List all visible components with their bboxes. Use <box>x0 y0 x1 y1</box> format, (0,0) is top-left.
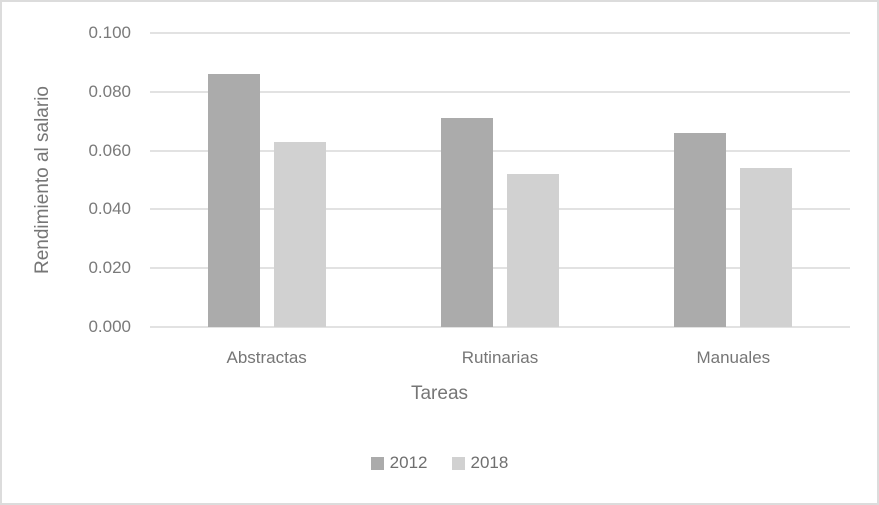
y-tick-label: 0.020 <box>88 258 131 278</box>
legend-item-2012: 2012 <box>370 453 428 473</box>
gridline <box>150 326 850 328</box>
bar-group-manuales <box>617 33 850 327</box>
gridline <box>150 149 850 152</box>
bar-2012-rutinarias <box>440 118 493 327</box>
bar-2018-manuales <box>740 168 793 327</box>
bar-2018-abstractas <box>273 141 326 327</box>
bar-group-rutinarias <box>383 33 616 327</box>
bar-group-abstractas <box>150 33 383 327</box>
gridline <box>150 32 850 34</box>
gridline <box>150 267 850 270</box>
legend-label: 2012 <box>389 453 428 472</box>
legend-swatch-icon <box>370 456 384 470</box>
y-tick-label: 0.100 <box>88 23 131 42</box>
legend: 2012 2018 <box>2 453 877 473</box>
bar-2018-rutinarias <box>506 174 559 327</box>
legend-item-2018: 2018 <box>451 453 509 473</box>
y-axis-tick-labels: 0.000 0.020 0.040 0.060 0.080 0.100 <box>2 23 131 336</box>
legend-label: 2018 <box>470 453 509 472</box>
bar-2012-abstractas <box>207 74 260 327</box>
x-category-label-rutinarias: Rutinarias <box>461 348 539 367</box>
x-category-label-manuales: Manuales <box>696 348 771 367</box>
y-tick-label: 0.080 <box>88 81 131 101</box>
x-category-label-abstractas: Abstractas <box>226 348 307 367</box>
bar-2012-manuales <box>674 132 727 327</box>
y-tick-label: 0.000 <box>88 317 131 336</box>
plot-area <box>150 32 850 328</box>
y-tick-label: 0.040 <box>88 199 131 219</box>
gridline <box>150 90 850 93</box>
gridline <box>150 208 850 211</box>
legend-swatch-icon <box>451 456 465 470</box>
x-axis-title: Tareas <box>410 383 469 404</box>
y-tick-label: 0.060 <box>88 140 131 160</box>
bar-groups <box>150 33 850 327</box>
x-axis-category-labels: Abstractas Rutinarias Manuales <box>150 348 850 368</box>
